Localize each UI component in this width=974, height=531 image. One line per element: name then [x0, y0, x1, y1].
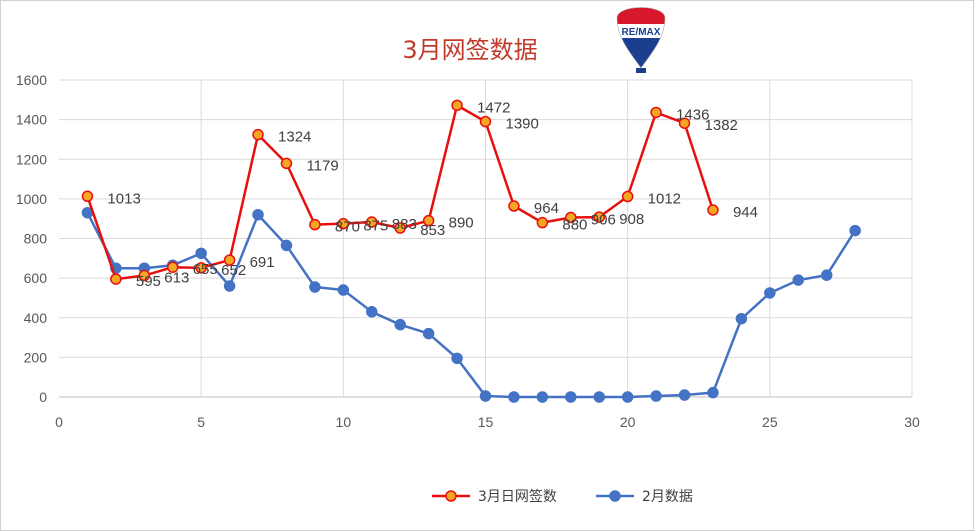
y-tick-label: 1600 — [16, 72, 47, 88]
y-tick-label: 1400 — [16, 112, 47, 128]
data-point-1 — [707, 386, 719, 399]
data-point-1 — [451, 352, 463, 365]
data-point-1 — [650, 390, 662, 402]
y-tick-label: 0 — [39, 389, 47, 405]
data-point-1 — [479, 390, 492, 402]
data-point-0 — [280, 157, 293, 170]
data-point-0 — [366, 216, 378, 228]
x-tick-label: 30 — [904, 414, 920, 430]
y-tick-label: 800 — [24, 231, 48, 247]
data-point-0 — [422, 214, 435, 227]
plot-area: 0 200 400 600 800 1000 1200 1400 1600 0 5 10 15 20 25 3… — [16, 72, 920, 430]
data-label: 883 — [392, 216, 417, 233]
data-point-0 — [337, 217, 350, 230]
data-point-1 — [621, 391, 634, 403]
data-point-0 — [195, 262, 207, 274]
data-label: 1012 — [648, 190, 681, 207]
data-point-0 — [451, 99, 463, 112]
data-point-0 — [309, 218, 321, 231]
chart-title: 3月网签数据 — [402, 36, 538, 64]
data-label: 691 — [250, 254, 275, 271]
data-label: 964 — [534, 200, 559, 217]
data-point-0 — [138, 269, 151, 282]
data-point-0 — [536, 216, 549, 229]
data-point-0 — [593, 211, 605, 223]
data-point-1 — [195, 247, 207, 260]
data-label: 1382 — [705, 117, 738, 134]
data-point-1 — [792, 274, 805, 286]
data-point-1 — [394, 318, 406, 331]
data-label: 595 — [136, 273, 161, 290]
x-tick-label: 10 — [336, 414, 352, 430]
data-point-0 — [707, 204, 719, 216]
data-point-1 — [337, 284, 350, 296]
data-label: 655 — [193, 261, 218, 278]
data-label: 1436 — [676, 106, 709, 123]
y-tick-label: 1200 — [16, 151, 47, 167]
legend-marker-1 — [609, 490, 621, 502]
x-tick-label: 20 — [620, 414, 636, 430]
data-point-0 — [678, 117, 691, 129]
data-label: 1013 — [107, 190, 140, 207]
remax-balloon-logo: RE/MAX — [616, 7, 666, 73]
data-point-1 — [280, 239, 293, 252]
data-point-1 — [565, 391, 577, 403]
data-label: 870 — [335, 219, 360, 236]
data-label: 652 — [221, 262, 246, 279]
legend-label-0: 3月日网签数 — [478, 488, 557, 505]
x-tick-label: 15 — [478, 414, 494, 430]
data-point-0 — [650, 106, 662, 119]
data-label: 853 — [420, 222, 445, 239]
data-label: 906 — [591, 211, 616, 228]
data-point-0 — [479, 115, 492, 128]
data-point-1 — [593, 391, 605, 403]
x-tick-label: 5 — [197, 414, 205, 430]
data-point-1 — [820, 269, 833, 281]
data-point-0 — [565, 211, 577, 224]
y-tick-label: 400 — [24, 310, 48, 326]
data-point-0 — [508, 200, 520, 212]
remax-logo-text: RE/MAX — [622, 27, 661, 38]
x-tick-label: 0 — [55, 414, 63, 430]
series-line-0 — [86, 104, 715, 281]
data-label: 908 — [619, 211, 644, 228]
data-point-1 — [536, 391, 549, 403]
data-label: 890 — [449, 215, 474, 232]
data-point-0 — [110, 273, 122, 285]
legend-label-1: 2月数据 — [642, 489, 693, 505]
data-label: 1324 — [278, 129, 311, 146]
data-point-1 — [309, 281, 321, 293]
data-point-0 — [394, 222, 406, 234]
data-point-0 — [166, 261, 179, 273]
data-point-0 — [252, 128, 264, 141]
data-point-1 — [735, 312, 748, 325]
data-label: 1390 — [506, 116, 539, 133]
data-label: 1179 — [306, 157, 338, 174]
data-label: 880 — [562, 217, 587, 234]
legend: 3月日网签数 2月数据 — [432, 488, 693, 505]
data-point-0 — [223, 254, 236, 266]
data-point-1 — [764, 287, 776, 299]
data-point-1 — [422, 327, 435, 340]
data-point-1 — [508, 391, 520, 403]
data-point-1 — [252, 208, 264, 221]
data-point-1 — [849, 224, 861, 237]
data-point-0 — [81, 190, 94, 203]
data-point-1 — [678, 389, 691, 401]
data-point-0 — [621, 190, 634, 203]
x-tick-label: 25 — [762, 414, 778, 430]
y-tick-label: 1000 — [16, 191, 47, 207]
y-tick-label: 200 — [24, 349, 48, 365]
data-label: 613 — [164, 270, 189, 287]
data-label: 875 — [363, 218, 388, 235]
data-label: 944 — [733, 204, 758, 221]
y-tick-label: 600 — [24, 270, 48, 286]
legend-marker-0 — [445, 490, 457, 502]
series-line-1 — [86, 212, 857, 399]
data-point-1 — [223, 280, 236, 292]
data-label: 1472 — [477, 99, 510, 116]
data-point-1 — [366, 306, 378, 318]
